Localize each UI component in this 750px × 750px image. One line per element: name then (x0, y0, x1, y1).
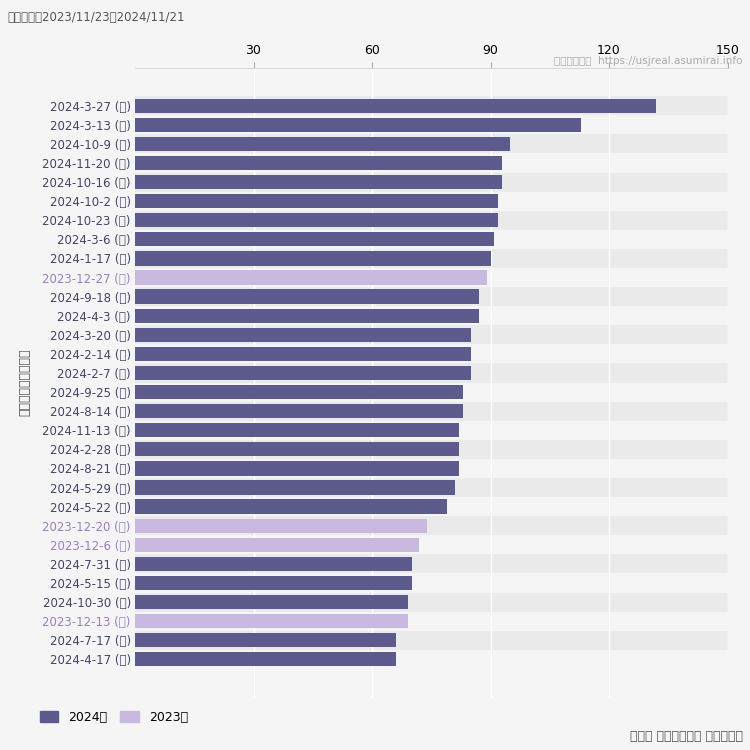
Bar (135, 191, 728, 211)
Bar (135, 290, 478, 304)
Text: 集計期間：2023/11/23〜2024/11/21: 集計期間：2023/11/23〜2024/11/21 (8, 11, 185, 24)
Legend: 2024年, 2023年: 2024年, 2023年 (34, 706, 193, 729)
Bar (135, 194, 499, 208)
Bar (135, 134, 728, 154)
Bar (135, 500, 447, 514)
Bar (135, 98, 656, 112)
Bar (135, 442, 459, 457)
Bar (135, 440, 728, 459)
Bar (135, 382, 728, 401)
Bar (135, 652, 396, 667)
Bar (135, 459, 728, 478)
Bar (135, 611, 728, 631)
Text: 水曜日 平均待ち時間 ランキング: 水曜日 平均待ち時間 ランキング (629, 730, 742, 742)
Bar (135, 251, 490, 266)
Bar (135, 633, 396, 647)
Bar (135, 461, 459, 476)
Bar (135, 497, 728, 516)
Bar (135, 576, 412, 590)
Bar (135, 592, 728, 611)
Bar (135, 268, 728, 287)
Bar (135, 401, 728, 421)
Bar (135, 326, 728, 344)
Bar (135, 614, 407, 628)
Bar (135, 308, 478, 322)
Bar (135, 480, 455, 495)
Bar (135, 650, 728, 669)
Bar (135, 385, 463, 399)
Bar (135, 156, 503, 170)
Bar (135, 556, 412, 571)
Bar (135, 421, 728, 440)
Bar (135, 554, 728, 574)
Bar (135, 516, 728, 536)
Bar (135, 232, 494, 247)
Bar (135, 175, 503, 189)
Bar (135, 631, 728, 650)
Bar (135, 328, 471, 342)
Bar (135, 211, 728, 230)
Bar (135, 478, 728, 497)
Bar (135, 96, 728, 116)
Bar (135, 366, 471, 380)
Bar (135, 154, 728, 173)
Bar (135, 287, 728, 306)
Bar (135, 270, 487, 285)
Bar (135, 574, 728, 592)
Bar (135, 116, 728, 134)
Bar (135, 306, 728, 326)
Bar (135, 536, 728, 554)
Bar (135, 538, 419, 552)
Bar (135, 364, 728, 382)
Bar (135, 249, 728, 268)
Bar (135, 230, 728, 249)
Bar (135, 136, 510, 151)
Bar (135, 172, 728, 191)
Bar (135, 518, 427, 532)
Text: ユニバリアル  https://usjreal.asumirai.info: ユニバリアル https://usjreal.asumirai.info (554, 56, 742, 66)
Bar (135, 213, 499, 227)
Bar (135, 595, 407, 609)
Bar (135, 344, 728, 364)
Bar (135, 404, 463, 418)
Bar (135, 118, 581, 132)
Bar (135, 346, 471, 361)
Y-axis label: 平均待ち時間（分）: 平均待ち時間（分） (18, 349, 32, 416)
Bar (135, 423, 459, 437)
